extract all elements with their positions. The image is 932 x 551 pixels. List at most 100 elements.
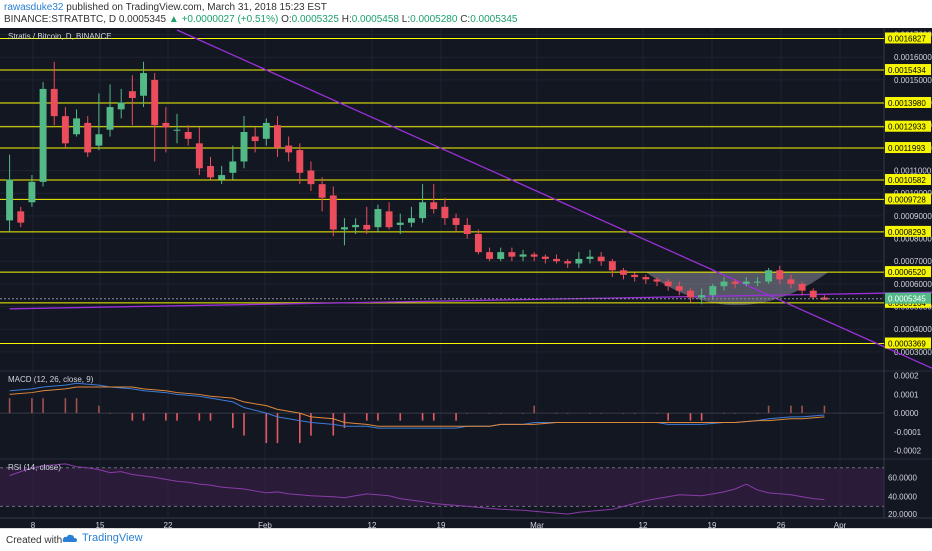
candle-body [753,281,761,283]
macd-histogram-bar [633,413,636,414]
macd-histogram-bar [499,413,502,414]
ohlc-line: BINANCE:STRATBTC, D 0.0005345 ▲ +0.00000… [4,14,517,26]
price-tag-label: 0.0015434 [888,66,926,75]
macd-line [9,382,825,429]
chart-area[interactable]: 8 15 22 Feb 12 19 Mar 12 19 26 Apr 0.0003000 0.00040… [0,28,932,528]
candle-body [631,274,639,278]
author-link[interactable]: rawasduke32 [4,2,64,13]
close-label: C: [460,14,471,25]
candle-body [430,202,438,210]
x-tick-label: 22 [164,521,173,528]
candle-body [73,118,81,135]
candle-body [419,202,427,219]
high-value: 0.0005458 [351,14,399,25]
candle-body [497,252,505,259]
x-tick-label: Apr [834,521,847,528]
y-tick-label: 0.0004000 [894,325,932,334]
x-tick-label: 19 [708,521,717,528]
candle-body [374,209,382,228]
footer: Created with TradingView [0,528,932,551]
macd-histogram-bar [488,413,491,414]
macd-histogram-bar [656,413,658,414]
y-tick-label: 0.0009000 [894,212,932,221]
candle-body [251,136,259,142]
candle-body [675,286,683,291]
price-tag [885,142,931,154]
price-tag [885,64,931,76]
macd-histogram-bar [142,413,145,421]
candle-body [28,181,36,203]
macd-histogram-bar [42,398,44,414]
macd-histogram-bar [343,413,346,429]
candle-body [296,150,304,173]
candle-body [519,254,527,257]
price-tag-label: 0.0016827 [888,34,926,43]
candle-body [474,234,482,253]
macd-histogram-bar [767,405,770,414]
candle-body [452,218,460,225]
candle-body [318,184,326,198]
candle-body [687,290,694,298]
macd-histogram-bar [198,413,201,421]
candle-body [564,261,572,264]
macd-y-tick: -0.0001 [894,428,922,437]
x-tick-label: Mar [530,521,544,528]
y-tick-label: 0.0016000 [894,53,932,62]
candle-body [508,252,516,257]
macd-histogram-bar [209,413,212,421]
macd-histogram-bar [109,413,111,414]
x-tick-label: 8 [31,521,36,528]
candle-body [642,277,650,280]
candle-body [240,132,248,162]
macd-y-tick: 0.0002 [894,372,919,381]
macd-histogram-bar [31,398,33,414]
macd-histogram-bar [131,413,134,421]
candle-body [6,179,14,221]
candle-body [229,161,237,173]
rsi-y-tick: 20.0000 [888,510,917,519]
macd-histogram-bar [432,413,435,421]
price-tag-label: 0.0008293 [888,228,926,237]
price-tag-label: 0.0009728 [888,195,926,204]
price-tag [885,193,931,205]
candle-body [709,286,717,296]
macd-histogram-bar [555,413,558,414]
x-tick-label: 12 [639,521,648,528]
candle-body [329,195,337,230]
macd-histogram-bar [466,413,469,414]
candle-body [620,270,627,275]
y-tick-label: 0.0008000 [894,235,932,244]
price-tag-label: 0.0013980 [888,99,926,108]
candle-body [776,270,784,280]
rsi-title: RSI (14, close) [8,463,61,472]
macd-histogram-bar [455,413,457,421]
tradingview-cloud-icon [62,534,77,543]
macd-histogram-bar [756,413,759,414]
candle-body [441,206,449,219]
candle-body [385,211,393,228]
macd-histogram-bar [365,413,368,421]
candle-body [798,283,806,291]
candle-body [285,145,293,153]
price-tag [885,120,931,132]
candle-body [541,256,549,259]
y-tick-label: 0.0015000 [894,76,932,85]
macd-histogram-bar [310,413,312,436]
candle-body [262,122,270,139]
macd-histogram-bar [667,413,669,421]
candle-body [530,254,538,257]
candle-body [128,91,136,98]
price-tag [885,225,931,237]
macd-histogram-bar [723,413,725,414]
price-tag [885,174,931,186]
candle-body [140,73,147,96]
candle-body [486,252,494,259]
candle-body [731,281,739,284]
macd-histogram-bar [600,413,602,414]
tradingview-brand[interactable]: TradingView [62,532,143,544]
candle-body [173,129,181,131]
symbol-label: BINANCE:STRATBTC, D [4,14,117,25]
x-tick-label: 26 [777,521,786,528]
candle-body [340,227,348,230]
candle-body [575,258,583,264]
